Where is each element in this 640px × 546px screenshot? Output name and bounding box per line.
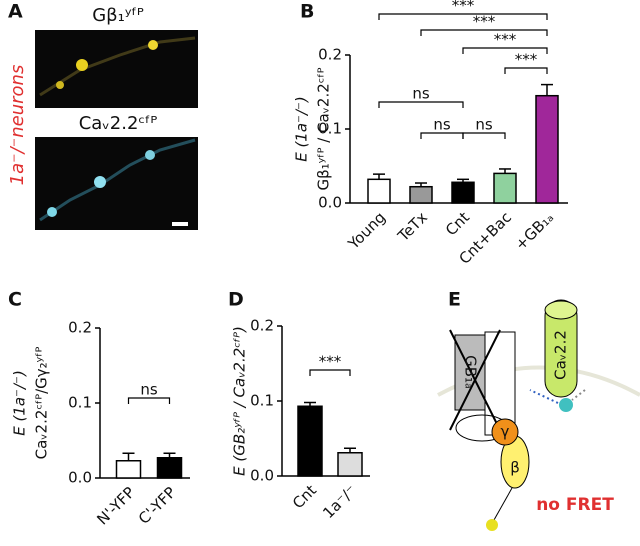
side-label: 1a⁻/⁻neurons — [7, 65, 28, 186]
x-tick-label: +GB₁ₐ — [511, 208, 557, 254]
image-label: Caᵥ2.2ᶜᶠᴾ — [79, 113, 158, 134]
significance-label: ns — [140, 381, 158, 399]
significance-bracket — [309, 369, 351, 376]
bar — [297, 405, 323, 477]
significance-label: *** — [473, 13, 496, 31]
image-label: Gβ₁ʸᶠᴾ — [92, 5, 144, 26]
bar — [156, 457, 183, 479]
beta-label: β — [510, 459, 520, 477]
significance-label: *** — [452, 0, 475, 15]
bar — [367, 178, 391, 204]
bar — [493, 172, 517, 204]
bar — [409, 185, 433, 204]
y-axis-label: E (1a⁻/⁻) — [293, 96, 311, 162]
significance-bracket — [420, 29, 548, 36]
significance-label: *** — [494, 31, 517, 49]
significance-bracket — [378, 13, 548, 20]
y-axis-label: E (GB₂ʸᶠᴾ / Caᵥ2.2ᶜᶠᴾ) — [231, 326, 249, 476]
significance-label: ns — [433, 116, 451, 134]
x-tick-label: Cnt — [442, 208, 473, 239]
x-tick-label: Cnt — [289, 481, 320, 512]
y-tick-label: 0.0 — [318, 194, 342, 212]
significance-bracket — [378, 101, 464, 108]
x-tick-label: C'-YFP — [135, 483, 180, 528]
bar — [337, 452, 363, 477]
panel-label: B — [300, 1, 314, 23]
x-tick-label: N'-YFP — [93, 483, 138, 528]
y-tick-label: 0.1 — [318, 120, 342, 138]
y-axis-label: Gβ₁ʸᶠᴾ / Caᵥ2.2ᶜᶠᴾ — [315, 67, 333, 190]
significance-bracket — [462, 132, 506, 139]
significance-bracket — [504, 67, 548, 74]
micrograph — [35, 30, 198, 108]
significance-label: ns — [412, 85, 430, 103]
receptor-label: GB₁ₐ — [462, 355, 480, 389]
gamma-label: γ — [501, 423, 510, 441]
significance-bracket — [127, 397, 171, 404]
bar — [451, 181, 475, 204]
significance-label: ns — [475, 116, 493, 134]
panel-label: A — [8, 1, 23, 23]
y-axis-label: Caᵥ2.2ᶜᶠᴾ/Gγ₂ʸᶠᴾ — [33, 346, 51, 459]
channel-label: Caᵥ2.2 — [552, 330, 570, 380]
significance-bracket — [420, 132, 464, 139]
y-tick-label: 0.2 — [318, 46, 342, 64]
x-tick-label: 1a⁻/⁻ — [319, 481, 360, 522]
diagram — [437, 299, 640, 531]
y-tick-label: 0.0 — [250, 467, 274, 485]
panel-label: E — [448, 289, 461, 311]
micrograph — [35, 137, 198, 230]
panel-label: C — [8, 289, 22, 311]
y-tick-label: 0.1 — [68, 394, 92, 412]
significance-label: *** — [319, 353, 342, 371]
y-tick-label: 0.1 — [250, 392, 274, 410]
y-tick-label: 0.2 — [250, 317, 274, 335]
significance-label: *** — [515, 51, 538, 69]
x-tick-label: TeTx — [394, 208, 431, 245]
bar — [115, 460, 142, 479]
y-tick-label: 0.2 — [68, 319, 92, 337]
significance-bracket — [462, 47, 548, 54]
y-axis-label: E (1a⁻/⁻) — [11, 370, 29, 436]
bar — [535, 94, 559, 204]
note: no FRET — [536, 495, 614, 515]
y-tick-label: 0.0 — [68, 469, 92, 487]
panel-label: D — [228, 289, 244, 311]
x-tick-label: Young — [344, 208, 389, 253]
